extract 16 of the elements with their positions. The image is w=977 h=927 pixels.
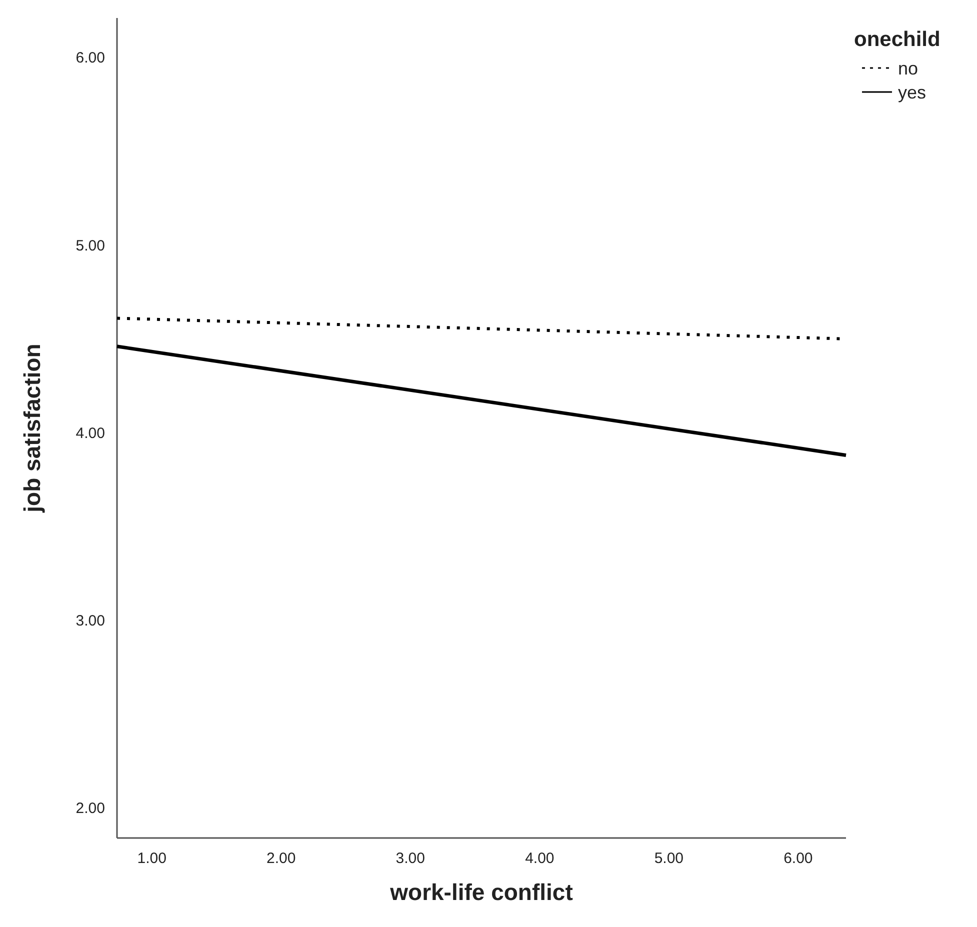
legend-title: onechild — [854, 28, 940, 51]
y-tick-label: 4.00 — [76, 424, 105, 442]
x-tick-label: 1.00 — [137, 850, 166, 867]
x-tick-label: 5.00 — [654, 850, 684, 867]
x-tick-label: 6.00 — [784, 850, 813, 867]
y-tick-label: 3.00 — [76, 612, 105, 630]
x-tick-label: 2.00 — [266, 850, 296, 867]
legend-label: yes — [898, 82, 926, 102]
x-axis-title: work-life conflict — [389, 879, 574, 905]
y-axis-title: job satisfaction — [19, 344, 45, 514]
x-tick-label: 4.00 — [525, 850, 554, 867]
x-tick-label: 3.00 — [396, 850, 426, 867]
y-tick-label: 5.00 — [76, 237, 105, 254]
legend-label: no — [898, 58, 918, 78]
y-tick-label: 2.00 — [76, 800, 105, 818]
y-tick-label: 6.00 — [76, 50, 105, 67]
